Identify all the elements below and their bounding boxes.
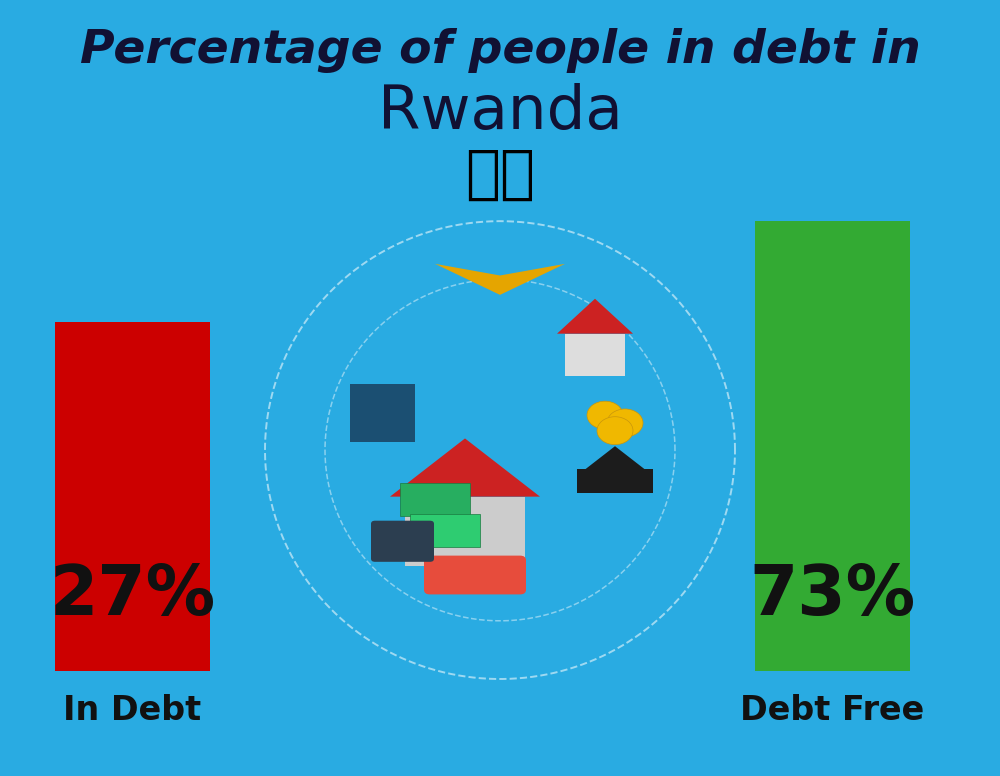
Text: 🇷🇼: 🇷🇼 <box>465 146 535 203</box>
Text: 27%: 27% <box>49 562 216 629</box>
Text: Percentage of people in debt in: Percentage of people in debt in <box>80 28 920 73</box>
FancyBboxPatch shape <box>371 521 434 562</box>
FancyBboxPatch shape <box>350 384 415 442</box>
FancyBboxPatch shape <box>565 334 625 376</box>
FancyBboxPatch shape <box>405 497 525 566</box>
Circle shape <box>607 409 643 437</box>
Circle shape <box>597 417 633 445</box>
Polygon shape <box>585 446 645 469</box>
Polygon shape <box>435 264 565 295</box>
Text: In Debt: In Debt <box>63 694 202 726</box>
Text: Debt Free: Debt Free <box>740 694 925 726</box>
FancyBboxPatch shape <box>55 322 210 671</box>
Text: 73%: 73% <box>749 562 916 629</box>
FancyBboxPatch shape <box>400 483 470 516</box>
Circle shape <box>587 401 623 429</box>
FancyBboxPatch shape <box>410 514 480 547</box>
FancyBboxPatch shape <box>424 556 526 594</box>
FancyBboxPatch shape <box>755 221 910 671</box>
Polygon shape <box>557 299 633 334</box>
Polygon shape <box>390 438 540 497</box>
FancyBboxPatch shape <box>577 469 653 493</box>
Text: Rwanda: Rwanda <box>378 83 622 142</box>
